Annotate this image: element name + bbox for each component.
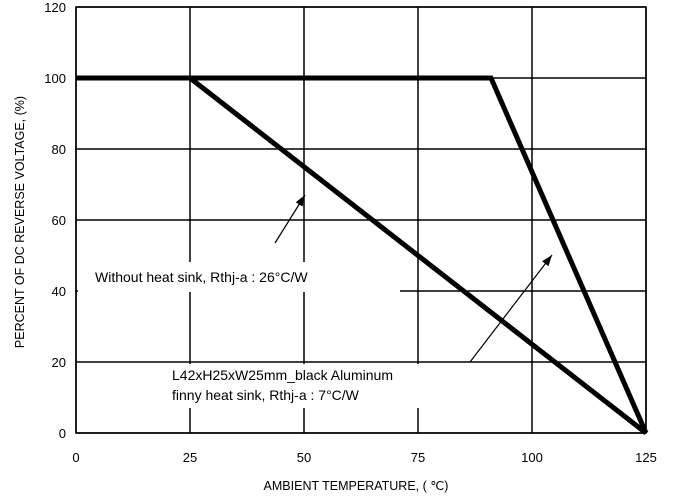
annotation-heatsink: L42xH25xW25mm_black Aluminum finny heat … xyxy=(172,367,397,403)
y-tick-label-0: 0 xyxy=(59,426,66,441)
x-tick-label-5: 125 xyxy=(635,450,657,465)
x-tick-label-1: 25 xyxy=(183,450,197,465)
x-tick-label-3: 75 xyxy=(411,450,425,465)
y-axis-label: PERCENT OF DC REVERSE VOLTAGE, (%) xyxy=(13,96,27,348)
y-tick-label-6: 120 xyxy=(44,0,66,15)
annotation-backgrounds xyxy=(78,262,478,408)
annotation-heatsink-line-1: L42xH25xW25mm_black Aluminum xyxy=(172,367,393,383)
plot-frame xyxy=(75,6,647,434)
arrow-heatsink-shaft xyxy=(469,254,553,363)
x-axis-label: AMBIENT TEMPERATURE, ( ℃) xyxy=(264,479,449,493)
x-tick-labels: 0 25 50 75 100 125 xyxy=(72,450,656,465)
annotation-heatsink-bg xyxy=(160,364,478,408)
series-lines xyxy=(76,75,649,435)
annotation-no-heatsink: Without heat sink, Rthj-a : 26°C/W xyxy=(95,269,308,285)
x-tick-label-4: 100 xyxy=(521,450,543,465)
y-tick-label-5: 100 xyxy=(44,71,66,86)
y-tick-label-3: 60 xyxy=(52,213,66,228)
arrow-heatsink-head xyxy=(542,255,552,267)
x-tick-label-2: 50 xyxy=(297,450,311,465)
x-tick-label-0: 0 xyxy=(72,450,79,465)
y-tick-labels: 0 20 40 60 80 100 120 xyxy=(44,0,66,441)
annotation-no-heatsink-line-1: Without heat sink, Rthj-a : 26°C/W xyxy=(95,269,308,285)
y-tick-label-1: 20 xyxy=(52,355,66,370)
arrow-no-heatsink-head xyxy=(295,195,305,207)
annotation-arrows xyxy=(274,194,553,363)
series-line-1 xyxy=(76,75,649,435)
y-tick-label-4: 80 xyxy=(52,142,66,157)
y-tick-label-2: 40 xyxy=(52,284,66,299)
annotation-no-heatsink-bg xyxy=(78,262,400,292)
annotation-heatsink-line-2: finny heat sink, Rthj-a : 7°C/W xyxy=(172,387,360,403)
